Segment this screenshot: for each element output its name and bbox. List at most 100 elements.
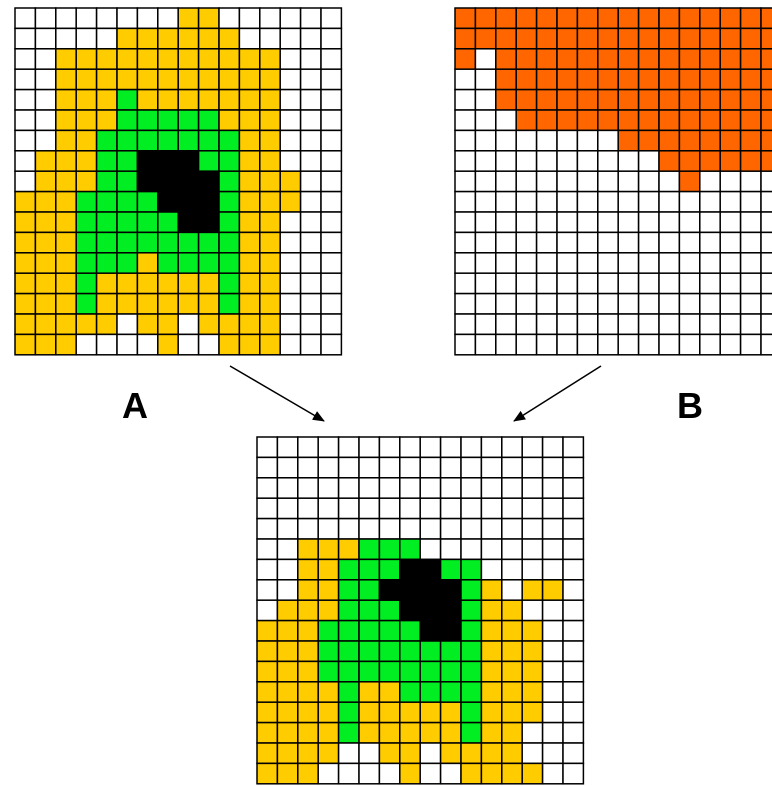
grid-cell	[598, 212, 618, 232]
grid-cell	[700, 8, 720, 28]
grid-cell	[35, 28, 55, 48]
grid-cell	[420, 621, 440, 641]
grid-cell	[117, 294, 137, 314]
grid-cell	[257, 763, 277, 783]
grid-cell	[97, 151, 117, 171]
grid-cell	[56, 90, 76, 110]
grid-cell	[301, 192, 321, 212]
grid-cell	[502, 641, 522, 661]
grid-cell	[158, 151, 178, 171]
arrow-a	[230, 366, 324, 421]
grid-cell	[516, 253, 536, 273]
grid-cell	[537, 69, 557, 89]
grid-cell	[679, 334, 699, 354]
grid-cell	[239, 171, 259, 191]
grid-cell	[659, 294, 679, 314]
grid-cell	[598, 253, 618, 273]
grid-cell	[659, 171, 679, 191]
grid-cell	[659, 314, 679, 334]
grid-cell	[516, 151, 536, 171]
grid-cell	[557, 110, 577, 130]
grid-cell	[178, 28, 198, 48]
grid-cell	[339, 519, 359, 539]
grid-cell	[15, 110, 35, 130]
grid-cell	[461, 580, 481, 600]
grid-cell	[537, 232, 557, 252]
grid-cell	[15, 90, 35, 110]
grid-cell	[298, 539, 318, 559]
grid-cell	[137, 334, 157, 354]
grid-cell	[557, 8, 577, 28]
grid-cell	[280, 110, 300, 130]
grid-cell	[178, 49, 198, 69]
grid-cell	[117, 232, 137, 252]
grid-cell	[659, 334, 679, 354]
grid-cell	[298, 641, 318, 661]
grid-cell	[700, 69, 720, 89]
grid-cell	[260, 314, 280, 334]
grid-cell	[277, 498, 297, 518]
grid-cell	[618, 69, 638, 89]
grid-cell	[741, 253, 761, 273]
grid-cell	[563, 661, 583, 681]
grid-cell	[339, 437, 359, 457]
grid-cell	[76, 334, 96, 354]
grid-cell	[15, 334, 35, 354]
grid-cell	[219, 232, 239, 252]
grid-cell	[516, 334, 536, 354]
grid-cell	[219, 273, 239, 293]
grid-cell	[720, 273, 740, 293]
grid-cell	[35, 151, 55, 171]
grid-cell	[260, 110, 280, 130]
grid-cell	[318, 661, 338, 681]
grid-cell	[455, 130, 475, 150]
grid-cell	[679, 171, 699, 191]
grid-cell	[557, 192, 577, 212]
grid-cell	[516, 294, 536, 314]
grid-cell	[199, 151, 219, 171]
grid-cell	[420, 702, 440, 722]
grid-cell	[481, 539, 501, 559]
grid-cell	[461, 437, 481, 457]
grid-cell	[761, 69, 772, 89]
grid-cell	[239, 151, 259, 171]
grid-cell	[178, 253, 198, 273]
grid-cell	[563, 743, 583, 763]
grid-cell	[15, 273, 35, 293]
grid-cell	[379, 478, 399, 498]
grid-cell	[563, 437, 583, 457]
grid-cell	[455, 49, 475, 69]
grid-cell	[598, 151, 618, 171]
grid-cell	[15, 294, 35, 314]
grid-cell	[379, 621, 399, 641]
grid-cell	[178, 294, 198, 314]
grid-cell	[318, 437, 338, 457]
grid-cell	[679, 294, 699, 314]
grid-cell	[502, 661, 522, 681]
grid-cell	[400, 478, 420, 498]
grid-cell	[700, 334, 720, 354]
grid-cell	[15, 232, 35, 252]
grid-cell	[741, 151, 761, 171]
grid-cell	[76, 90, 96, 110]
grid-cell	[97, 49, 117, 69]
grid-cell	[481, 702, 501, 722]
grid-cell	[679, 232, 699, 252]
grid-cell	[97, 130, 117, 150]
grid-cell	[280, 334, 300, 354]
grid-cell	[496, 192, 516, 212]
grid-cell	[557, 151, 577, 171]
grid-cell	[56, 253, 76, 273]
grid-cell	[537, 192, 557, 212]
grid-cell	[178, 314, 198, 334]
grid-cell	[15, 49, 35, 69]
grid-cell	[97, 253, 117, 273]
grid-cell	[318, 621, 338, 641]
grid-cell	[137, 69, 157, 89]
grid-cell	[158, 212, 178, 232]
grid-cell	[720, 192, 740, 212]
grid-cell	[563, 519, 583, 539]
grid-cell	[577, 151, 597, 171]
grid-cell	[618, 192, 638, 212]
grid-cell	[502, 763, 522, 783]
